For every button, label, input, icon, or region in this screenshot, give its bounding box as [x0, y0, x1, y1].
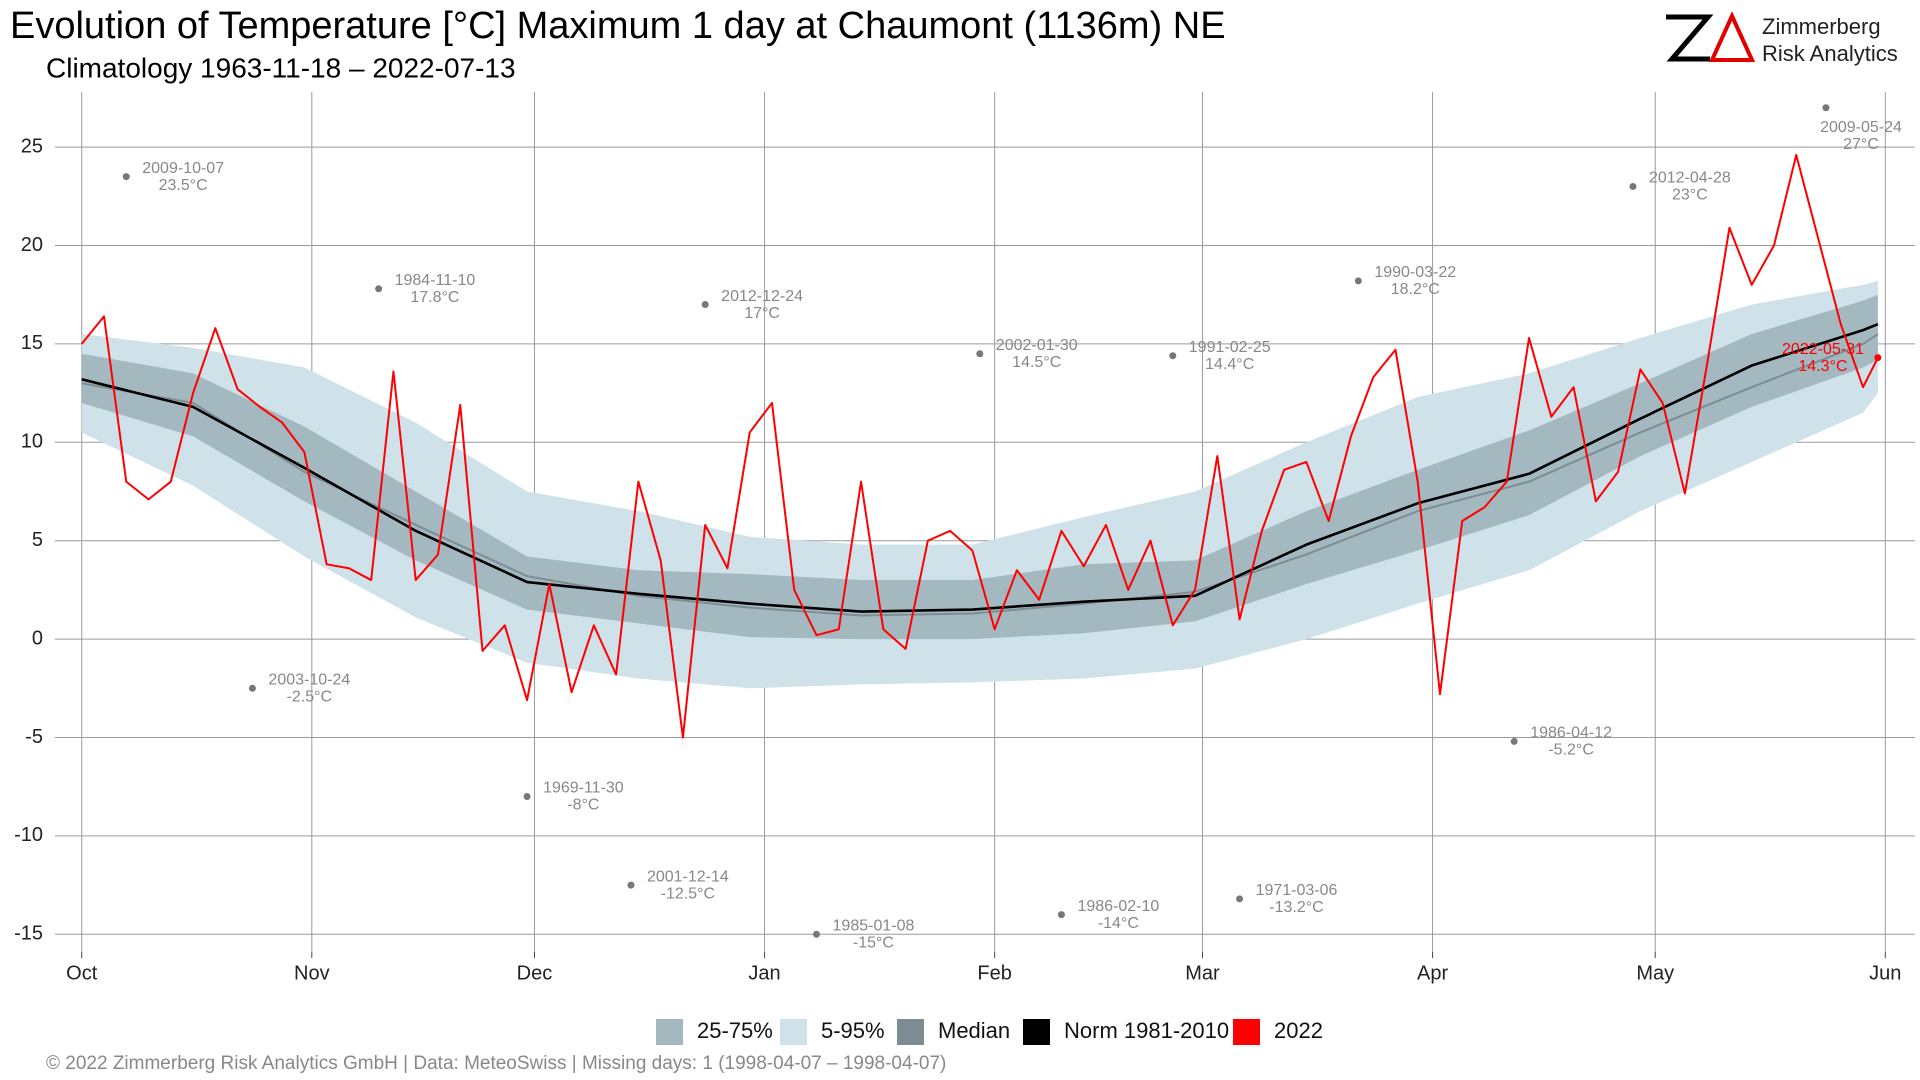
record-date: 2001-12-14	[647, 868, 729, 885]
legend-label: Median	[938, 1018, 1010, 1043]
record-point	[701, 301, 709, 309]
record-point	[1822, 104, 1830, 112]
record-date: 2009-05-24	[1820, 119, 1902, 136]
record-date: 2022-05-31	[1782, 341, 1864, 358]
band	[81, 294, 1878, 640]
record-point	[248, 684, 256, 692]
record-date: 2012-12-24	[721, 288, 803, 305]
record-point	[1510, 737, 1518, 745]
record-point	[1354, 277, 1362, 285]
record-label: -12.5°C	[661, 885, 715, 902]
record-point	[122, 173, 130, 181]
record-date: 2009-10-07	[142, 160, 224, 177]
record-label: 17°C	[744, 305, 780, 322]
record-date: 2012-04-28	[1649, 170, 1731, 187]
record-date: 1984-11-10	[395, 272, 476, 289]
record-date: 1990-03-22	[1374, 264, 1456, 281]
logo-line2: Risk Analytics	[1762, 41, 1898, 66]
series-line	[80, 153, 1879, 739]
record-label: -2.5°C	[287, 689, 333, 706]
y-tick-label: 10	[21, 431, 43, 453]
footer: © 2022 Zimmerberg Risk Analytics GmbH | …	[46, 1053, 946, 1074]
record-label: 23.5°C	[159, 177, 208, 194]
x-tick-label: Apr	[1417, 962, 1448, 984]
record-point	[1874, 354, 1882, 362]
x-tick-label: Dec	[517, 962, 553, 984]
record-label: -14°C	[1098, 915, 1139, 932]
record-date: 1986-02-10	[1077, 898, 1159, 915]
logo-line1: Zimmerberg	[1762, 14, 1881, 39]
legend-label: 2022	[1274, 1018, 1323, 1043]
record-label: -15°C	[853, 935, 894, 952]
chart-title: Evolution of Temperature [°C] Maximum 1 …	[10, 5, 1226, 47]
logo-z	[1666, 14, 1714, 62]
record-date: 2002-01-30	[996, 337, 1078, 354]
record-label: 23°C	[1672, 187, 1708, 204]
legend-swatch	[780, 1019, 807, 1045]
record-date: 1985-01-08	[833, 918, 915, 935]
y-tick-label: -15	[14, 923, 43, 945]
legend-label: 5-95%	[821, 1018, 885, 1043]
record-label: -8°C	[567, 797, 599, 814]
series-line	[81, 333, 1879, 617]
y-tick-label: -5	[25, 726, 43, 748]
record-date: 1986-04-12	[1530, 725, 1612, 742]
y-tick-label: 5	[32, 529, 43, 551]
plot-area	[55, 92, 1915, 952]
record-label: 18.2°C	[1391, 281, 1440, 298]
record-point	[976, 350, 984, 358]
record-date: 1969-11-30	[543, 780, 624, 797]
record-point	[1629, 182, 1637, 190]
y-tick-label: -10	[14, 824, 43, 846]
record-date: 2003-10-24	[268, 672, 350, 689]
record-label: 27°C	[1843, 136, 1879, 153]
legend-swatch	[1023, 1019, 1050, 1045]
record-label: 14.5°C	[1012, 354, 1061, 371]
record-point	[627, 881, 635, 889]
record-label: 14.3°C	[1798, 358, 1847, 375]
x-tick-label: Feb	[977, 962, 1011, 984]
record-label: -5.2°C	[1548, 742, 1594, 759]
record-date: 1971-03-06	[1256, 882, 1338, 899]
legend-label: 25-75%	[697, 1018, 773, 1043]
record-point	[1169, 352, 1177, 360]
logo-triangle	[1708, 11, 1756, 62]
y-tick-label: 15	[21, 332, 43, 354]
x-tick-label: Jun	[1869, 962, 1901, 984]
x-tick-label: Oct	[66, 962, 98, 984]
y-tick-label: 25	[21, 135, 43, 157]
x-tick-label: Mar	[1185, 962, 1220, 984]
record-point	[523, 793, 531, 801]
record-point	[1236, 895, 1244, 903]
record-point	[813, 930, 821, 938]
x-tick-label: Nov	[294, 962, 330, 984]
record-date: 1991-02-25	[1189, 339, 1271, 356]
legend-swatch	[656, 1019, 683, 1045]
legend-swatch	[897, 1019, 924, 1045]
record-point	[375, 285, 383, 293]
y-tick-label: 0	[32, 627, 43, 649]
legend-label: Norm 1981-2010	[1064, 1018, 1229, 1043]
legend-swatch	[1233, 1019, 1260, 1045]
record-point	[1057, 911, 1065, 919]
x-tick-label: Jan	[748, 962, 780, 984]
record-label: 14.4°C	[1205, 356, 1254, 373]
series-line	[81, 323, 1879, 613]
chart-subtitle: Climatology 1963-11-18 – 2022-07-13	[46, 52, 516, 83]
record-label: 17.8°C	[410, 289, 459, 306]
y-tick-label: 20	[21, 234, 43, 256]
x-tick-label: May	[1636, 962, 1674, 984]
record-label: -13.2°C	[1269, 899, 1323, 916]
